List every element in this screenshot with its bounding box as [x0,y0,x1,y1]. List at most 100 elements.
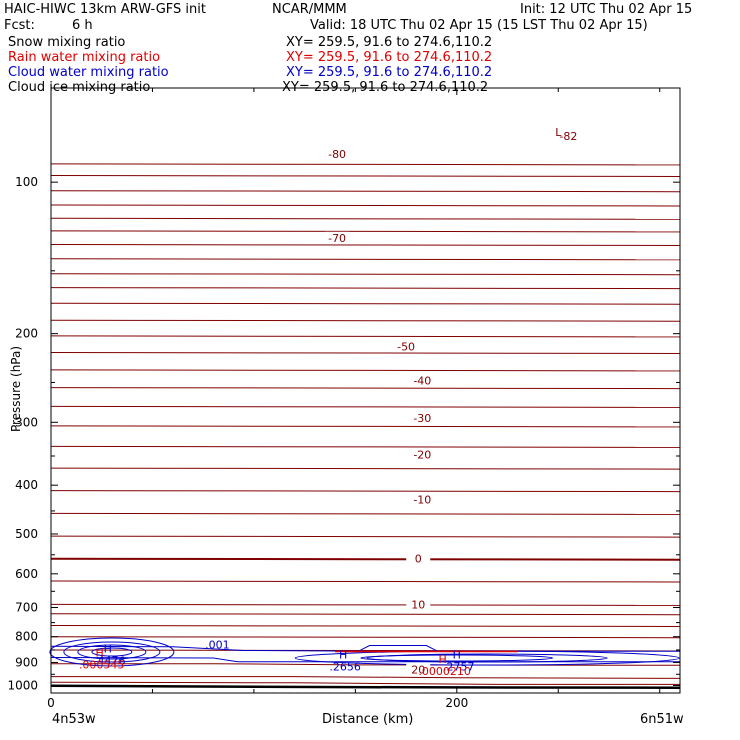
isotherm-line [50,163,681,166]
isotherm-label-bg [410,493,435,506]
isotherm-label-bg [410,448,435,461]
isotherm-line [50,230,681,233]
isotherm-line [50,405,681,408]
isotherm-label: -20 [413,449,431,462]
init-time: Init: 12 UTC Thu 02 Apr 15 [520,2,693,17]
isotherm-line [50,512,681,515]
isotherm-label: -50 [397,340,415,353]
isotherm-line [50,580,681,583]
cloud-water-contour [360,654,554,662]
isotherm-label-bg [410,374,435,387]
isotherm-line [50,217,681,220]
isotherm-label-bg [325,148,350,161]
field-name-rain: Rain water mixing ratio [8,50,161,65]
field-name-snow: Snow mixing ratio [8,35,126,50]
isotherm-line [50,603,681,606]
isotherm-label: -82 [559,130,577,143]
isotherm-line [50,625,681,627]
isotherm-label-bg [406,598,431,611]
extremum-symbol: H [438,653,446,666]
endpoint-left-label: 4n53w [52,712,96,727]
cloud-water-contour [49,637,175,667]
isotherm-line [50,204,681,207]
y-tick-label: 900 [15,655,38,669]
isotherm-line [50,335,681,338]
contour-label: .001 [205,639,230,652]
isotherm-line [50,352,681,354]
extremum-symbol: H [339,648,347,661]
y-tick-label: 300 [15,415,38,429]
isotherm-line [50,175,681,177]
model-title: HAIC-HIWC 13km ARW-GFS init [4,2,206,17]
cloud-water-contour [359,645,437,652]
isotherm-line [50,302,681,305]
isotherm-label-bg [406,663,431,676]
y-tick-label: 500 [15,527,38,541]
valid-time: Valid: 18 UTC Thu 02 Apr 15 (15 LST Thu … [310,18,648,33]
isotherm-line [50,387,681,390]
cloud-water-contour [91,647,133,657]
x-tick-label: 200 [445,696,468,710]
isotherm-line [50,557,681,561]
x-axis-label: Distance (km) [322,712,414,727]
isotherm-line [50,636,681,639]
isotherm-label-bg [410,411,435,424]
surface-pressure-line [50,684,681,689]
isotherm-line [50,613,681,616]
isotherm-line [50,190,681,193]
y-tick-label: 800 [15,630,38,644]
cloud-water-contour [366,653,608,663]
isotherm-line [50,490,681,493]
fcst-value: 6 h [72,18,93,33]
y-tick-label: 100 [15,175,38,189]
y-tick-label: 700 [15,601,38,615]
temperature-isotherms [50,163,681,689]
isotherm-label: -10 [413,493,431,506]
isotherm-line [50,467,681,470]
isotherm-line [50,445,681,448]
cloud-water-contours [49,637,680,667]
isotherm-label: -30 [413,412,431,425]
extremum-symbol: H [104,643,112,656]
y-tick-label: 400 [15,478,38,492]
isotherm-label: -80 [328,148,346,161]
fcst-label: Fcst: [4,18,35,33]
extremum-value: .0000210 [418,665,471,678]
isotherm-line [50,273,681,276]
plot-frame [50,87,681,694]
field-name-cloud-water: Cloud water mixing ratio [8,65,169,80]
field-xy-cloud-water: XY= 259.5, 91.6 to 274.6,110.2 [286,65,493,80]
isotherm-label: 20 [411,664,425,677]
isotherm-line [50,535,681,538]
cloud-water-contour [77,644,147,660]
isotherm-label-bg [325,231,350,244]
isotherm-label-bg [556,130,581,143]
extremum-value: .2656 [329,660,361,673]
field-xy-rain: XY= 259.5, 91.6 to 274.6,110.2 [286,50,493,65]
isotherm-line [50,425,681,428]
isotherm-label-bg [406,552,431,565]
extremum-value: .4476 [94,655,126,668]
y-axis-label: Pressure (hPa) [9,345,23,433]
field-xy-snow: XY= 259.5, 91.6 to 274.6,110.2 [286,35,493,50]
plot-axes [50,87,681,694]
isotherm-label: 0 [415,553,422,566]
x-tick-label: 0 [47,696,55,710]
isotherm-line [50,287,681,290]
isotherm-label: -40 [413,375,431,388]
isotherm-line [51,676,681,679]
isotherm-label: 10 [411,598,425,611]
y-tick-label: 200 [15,327,38,341]
org-label: NCAR/MMM [272,2,347,17]
extremum-symbol: H [96,647,104,660]
isotherm-line [50,244,681,246]
extremum-symbol: H [453,648,461,661]
isotherm-line [50,258,681,261]
y-tick-label: 600 [15,567,38,581]
extremum-symbol: L [555,126,562,139]
extremum-value: .000545 [79,659,125,672]
extremum-value: .2757 [443,660,475,673]
